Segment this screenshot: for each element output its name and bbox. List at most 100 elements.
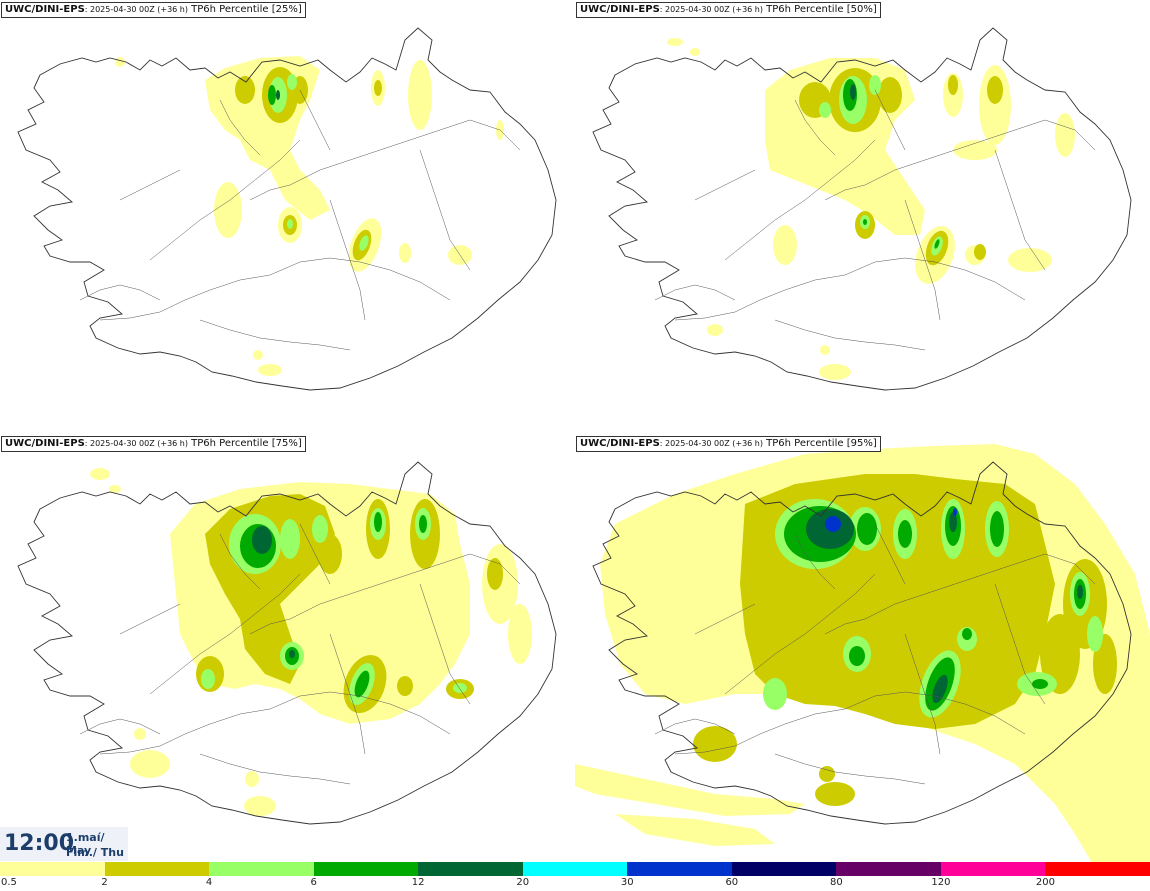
road-line — [249, 553, 521, 635]
valid-weekday: Fim./ Thu — [66, 846, 124, 859]
road-line — [654, 718, 736, 735]
precip-area — [1087, 616, 1103, 652]
legend-swatch — [418, 862, 523, 876]
legend-tick-label: 30 — [620, 877, 634, 888]
road-line — [654, 284, 736, 301]
road-line — [199, 753, 351, 785]
road-line — [99, 257, 451, 321]
precip-area — [280, 519, 300, 559]
precip-area — [1055, 113, 1075, 157]
precip-area — [508, 604, 532, 664]
precip-area — [815, 782, 855, 806]
precip-area — [807, 639, 843, 669]
precip-area — [399, 243, 411, 263]
panel-title: UWC/DINI-EPS: 2025-04-30 00Z (+36 h) TP6… — [576, 436, 881, 452]
road-line — [774, 319, 926, 351]
road-line — [419, 583, 471, 705]
precip-area — [318, 534, 342, 574]
road-line — [904, 633, 941, 755]
map-panel-p50: UWC/DINI-EPS: 2025-04-30 00Z (+36 h) TP6… — [575, 0, 1150, 434]
precip-area — [268, 85, 276, 105]
legend-swatch — [104, 862, 210, 876]
coastline — [17, 27, 557, 391]
legend-swatch — [0, 862, 105, 876]
legend-swatch — [627, 862, 732, 876]
legend-tick-label: 12 — [411, 877, 425, 888]
legend-tick-label: 4 — [205, 877, 213, 888]
precip-area — [258, 364, 282, 376]
precip-area — [949, 512, 957, 532]
precip-area — [869, 75, 881, 95]
map-panel-p95: UWC/DINI-EPS: 2025-04-30 00Z (+36 h) TP6… — [575, 434, 1150, 868]
precip-area — [690, 48, 700, 56]
road-line — [299, 89, 331, 151]
legend-tick-label: 0.5 — [1, 877, 17, 888]
precip-area — [825, 516, 841, 532]
precip-area — [287, 74, 297, 90]
road-line — [904, 199, 941, 321]
panel-title: UWC/DINI-EPS: 2025-04-30 00Z (+36 h) TP6… — [576, 2, 881, 18]
road-line — [149, 139, 301, 261]
precip-area — [850, 84, 856, 100]
legend-tick-label: 200 — [1035, 877, 1055, 888]
precip-area — [1032, 679, 1048, 689]
road-line — [874, 89, 906, 151]
precipitation-map — [17, 27, 557, 391]
precip-area — [878, 77, 902, 113]
legend-tick-labels: 0.5 2 4 6 12 20 30 60 80 120 200 — [0, 876, 1150, 891]
road-line — [724, 139, 876, 261]
legend-tick-label: 80 — [829, 877, 843, 888]
panel-title: UWC/DINI-EPS: 2025-04-30 00Z (+36 h) TP6… — [1, 2, 306, 18]
legend-swatch — [731, 862, 837, 876]
precip-area — [974, 244, 986, 260]
precip-area — [773, 225, 797, 265]
road-line — [219, 533, 261, 590]
precip-area — [235, 76, 255, 104]
road-line — [794, 99, 836, 156]
road-line — [119, 603, 181, 635]
precip-area — [575, 764, 805, 816]
precip-area — [819, 102, 831, 118]
road-line — [99, 691, 451, 755]
precip-area — [990, 511, 1004, 547]
precip-area — [252, 526, 272, 554]
road-line — [329, 199, 366, 321]
precip-area — [979, 65, 1011, 145]
precip-area — [354, 670, 370, 698]
legend-tick-label: 6 — [310, 877, 317, 888]
coastline — [592, 27, 1132, 391]
road-line — [329, 633, 366, 755]
road-line — [419, 149, 471, 271]
road-line — [249, 119, 521, 201]
road-line — [774, 753, 926, 785]
legend-swatch — [1045, 862, 1150, 876]
road-line — [824, 119, 1096, 201]
road-line — [674, 257, 1026, 321]
precip-area — [287, 219, 293, 229]
precip-area — [857, 513, 877, 545]
valid-hour: 12:00 — [4, 831, 75, 856]
road-line — [674, 691, 1026, 755]
precip-area — [397, 676, 413, 696]
precipitation-map — [17, 461, 557, 825]
precip-area — [1008, 248, 1052, 272]
precip-area — [487, 558, 503, 590]
legend-swatch — [836, 862, 941, 876]
precip-area — [819, 364, 851, 380]
road-line — [874, 523, 906, 585]
precip-area — [934, 239, 940, 249]
precip-area — [987, 76, 1003, 104]
precip-area — [820, 345, 830, 355]
road-line — [119, 169, 181, 201]
precip-area — [115, 57, 125, 67]
precip-area — [962, 628, 972, 640]
legend-swatch — [522, 862, 628, 876]
road-line — [824, 553, 1096, 635]
precip-area — [863, 219, 867, 225]
precipitation-map — [592, 27, 1132, 391]
precip-area — [1077, 585, 1083, 599]
precip-area — [90, 468, 110, 480]
precip-area — [130, 750, 170, 778]
precip-area — [312, 515, 328, 543]
precip-area — [214, 182, 242, 238]
